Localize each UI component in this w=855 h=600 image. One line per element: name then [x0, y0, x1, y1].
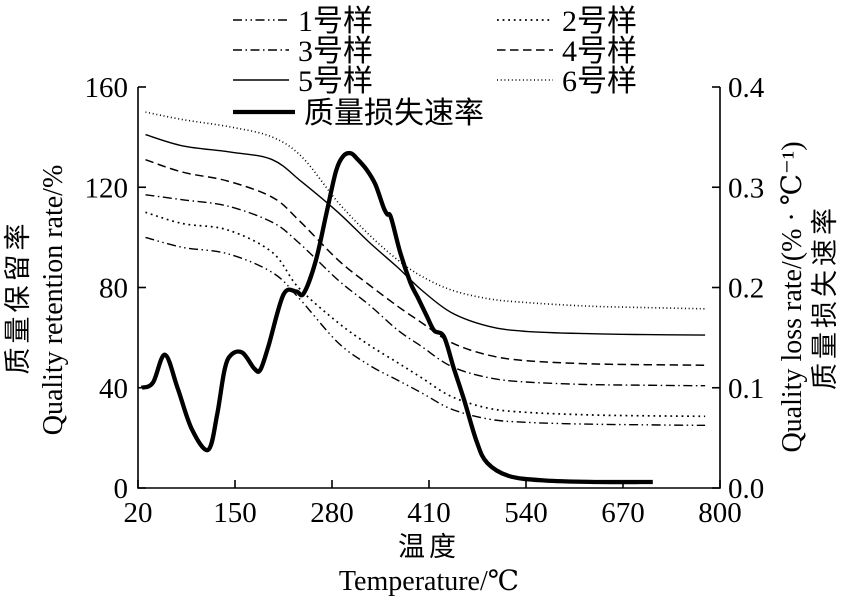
y-left-tick-label: 0	[114, 473, 129, 505]
axes-layer: 20 150 280 410 540 670 800 0 40 80 120 160 0.0 0.1 0.2…	[85, 72, 765, 529]
sample-line-1	[145, 236, 706, 426]
y-left-tick-label: 80	[99, 273, 128, 305]
sample-line-2	[145, 211, 706, 418]
y-right-title-en: Quality loss rate/(% · ℃⁻¹)	[777, 141, 808, 452]
x-tick-label: 540	[504, 497, 548, 529]
series-layer	[140, 111, 706, 485]
legend-label: 1号样	[298, 5, 373, 38]
legend-label: 4号样	[562, 35, 637, 68]
y-left-title-cn: 质量保留率	[3, 220, 33, 375]
legend-label: 6号样	[562, 65, 637, 98]
x-tick-label: 150	[213, 497, 257, 529]
x-tick-label: 800	[698, 497, 742, 529]
y-right-title-cn: 质量损失速率	[810, 204, 840, 390]
y-right-tick-label: 0.3	[728, 172, 764, 204]
x-title-en: Temperature/℃	[339, 566, 519, 597]
legend-label: 2号样	[562, 5, 637, 38]
x-tick-label: 280	[310, 497, 354, 529]
mass-loss-rate-line	[140, 150, 653, 485]
x-tick-label: 670	[601, 497, 645, 529]
y-left-tick-label: 120	[85, 172, 129, 204]
y-right-tick-label: 0.1	[728, 373, 764, 405]
sample-line-4	[145, 158, 706, 366]
legend-label: 3号样	[298, 35, 373, 68]
x-title-cn: 温度	[398, 532, 460, 562]
y-left-tick-label: 40	[99, 373, 128, 405]
x-tick-label: 410	[407, 497, 451, 529]
y-left-title-en: Quality retention rate/%	[38, 165, 69, 436]
axes-frame	[137, 87, 721, 489]
y-right-tick-label: 0.2	[728, 273, 764, 305]
legend-label: 5号样	[298, 65, 373, 98]
y-right-tick-label: 0.4	[728, 72, 765, 104]
x-tick-label: 20	[124, 497, 153, 529]
y-left-tick-label: 160	[85, 72, 129, 104]
y-right-tick-label: 0.0	[728, 473, 764, 505]
legend-label: 质量损失速率	[304, 97, 484, 130]
sample-line-5	[145, 133, 706, 336]
sample-line-6	[145, 111, 706, 310]
sample-line-3	[145, 194, 706, 387]
